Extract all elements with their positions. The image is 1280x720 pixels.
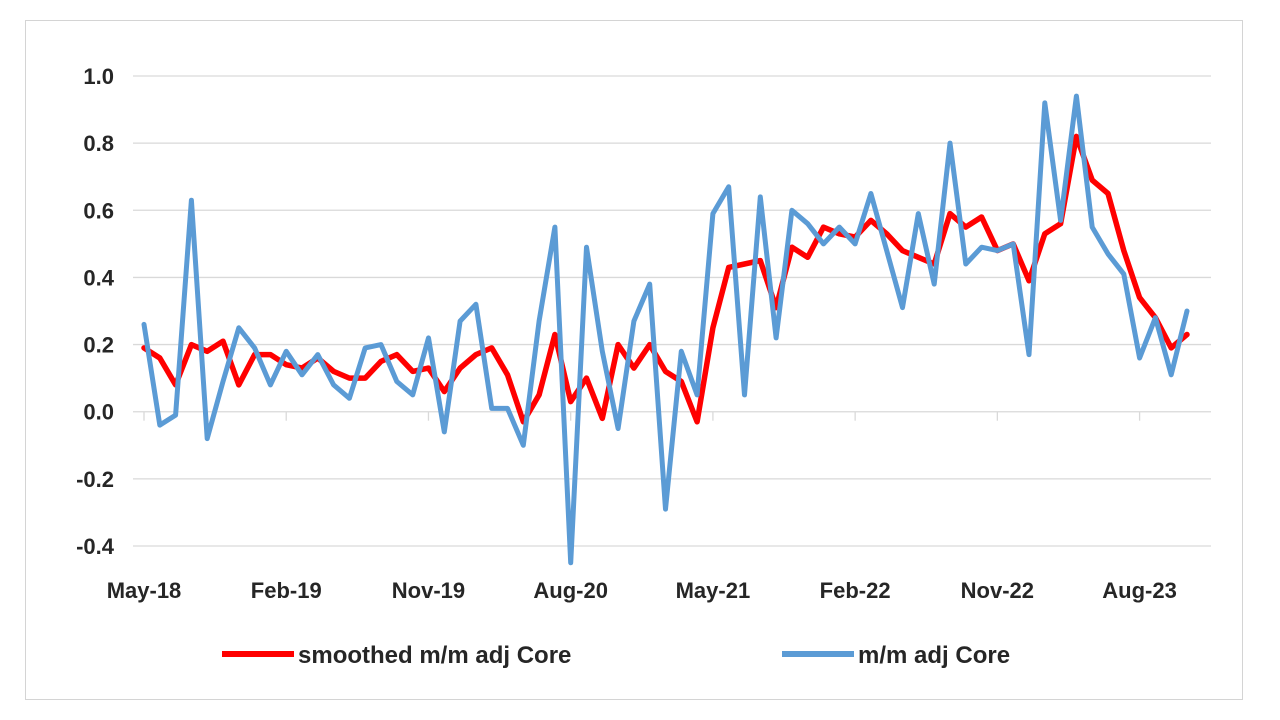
- y-tick-label: 0.6: [83, 198, 114, 223]
- series-line-smoothed: [141, 133, 1190, 425]
- x-tick-label: Nov-19: [392, 578, 465, 603]
- x-tick-label: May-18: [107, 578, 182, 603]
- legend: smoothed m/m adj Core m/m adj Core: [222, 642, 1010, 669]
- x-tick-label: Aug-20: [533, 578, 608, 603]
- series-line-mm: [141, 93, 1190, 566]
- legend-label-mm: m/m adj Core: [858, 642, 1010, 669]
- x-tick-label: May-21: [676, 578, 751, 603]
- line-chart: 1.0 0.8 0.6 0.4 0.2 0.0 -0.2 -0.4 May-18 Feb-19 N…: [76, 64, 1211, 669]
- y-tick-label: 0.0: [83, 400, 114, 425]
- series-lines: [141, 93, 1190, 566]
- x-tick-label: Feb-19: [251, 578, 322, 603]
- x-axis-ticks: [143, 411, 1141, 421]
- y-tick-label: 0.2: [83, 333, 114, 358]
- y-tick-label: -0.4: [76, 534, 115, 559]
- y-tick-label: -0.2: [76, 467, 114, 492]
- gridlines: [133, 75, 1211, 547]
- y-axis-tick-labels: 1.0 0.8 0.6 0.4 0.2 0.0 -0.2 -0.4: [76, 64, 115, 559]
- y-tick-label: 1.0: [83, 64, 114, 89]
- x-tick-label: Nov-22: [961, 578, 1034, 603]
- x-axis-tick-labels: May-18 Feb-19 Nov-19 Aug-20 May-21 Feb-22 Nov-…: [107, 578, 1177, 603]
- y-tick-label: 0.4: [83, 265, 114, 290]
- x-tick-label: Aug-23: [1102, 578, 1177, 603]
- x-tick-label: Feb-22: [820, 578, 891, 603]
- chart-frame: 1.0 0.8 0.6 0.4 0.2 0.0 -0.2 -0.4 May-18 Feb-19 N…: [25, 20, 1243, 700]
- y-tick-label: 0.8: [83, 131, 114, 156]
- legend-label-smoothed: smoothed m/m adj Core: [298, 642, 571, 669]
